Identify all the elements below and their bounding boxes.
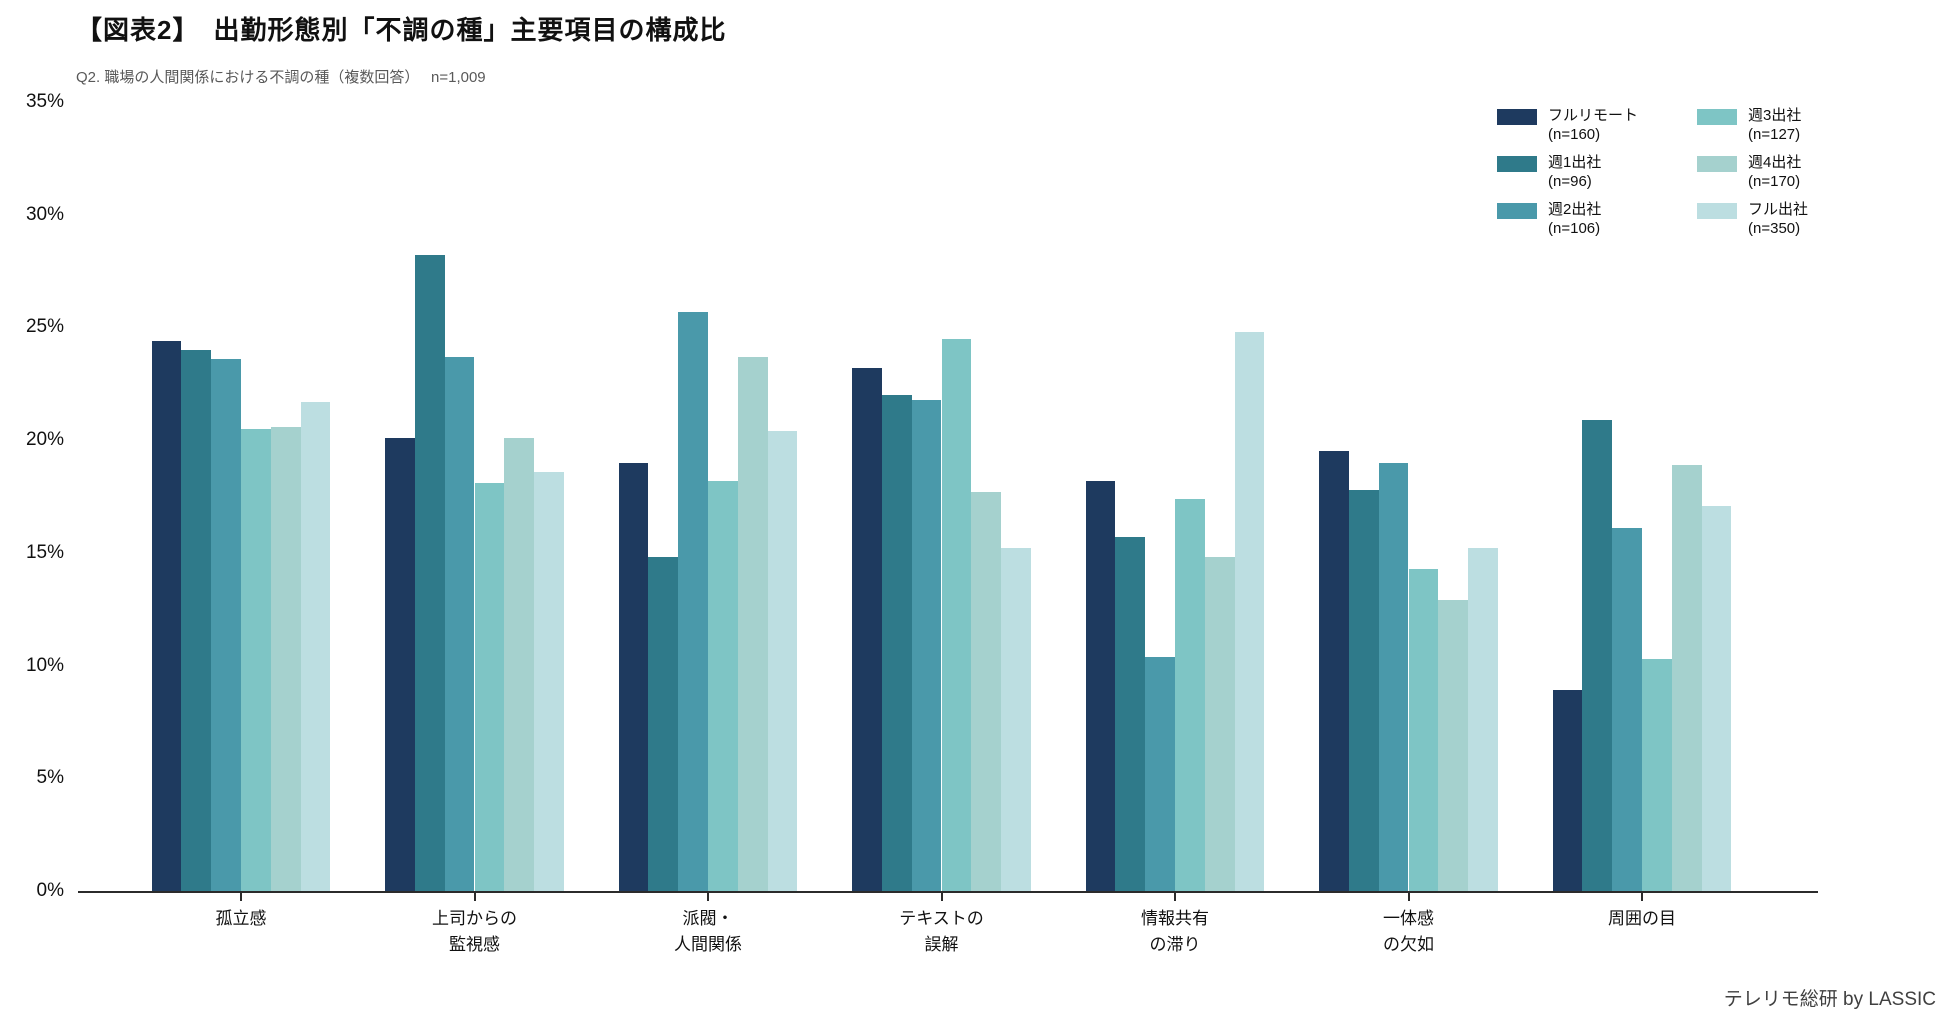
- bar-週3出社-情報共有の滞り: [1175, 498, 1205, 891]
- legend-swatch: [1497, 203, 1537, 219]
- x-axis-tick: [940, 893, 943, 901]
- legend-label: 週4出社 (n=170): [1748, 154, 1802, 190]
- bar-週4出社-周囲の目: [1671, 464, 1702, 891]
- legend-entry-週3出社: 週3出社 (n=127): [1697, 106, 1897, 144]
- x-axis-tick: [1407, 893, 1410, 901]
- legend-entry-週2出社: 週2出社 (n=106): [1497, 200, 1697, 238]
- bar-フル出社-情報共有の滞り: [1234, 331, 1265, 891]
- y-tick-label: 20%: [25, 429, 64, 451]
- bar-週2出社-一体感の欠如: [1378, 462, 1409, 891]
- bar-週1出社-テキストの誤解: [881, 395, 912, 891]
- legend-swatch: [1497, 109, 1537, 125]
- legend-label: フルリモート (n=160): [1548, 107, 1639, 143]
- bar-フルリモート-孤立感: [151, 340, 182, 891]
- bar-週2出社-上司からの監視感: [444, 356, 475, 891]
- y-tick-label: 35%: [25, 91, 64, 112]
- bar-週4出社-孤立感: [270, 426, 301, 891]
- legend-label: 週3出社 (n=127): [1748, 107, 1802, 143]
- bar-週4出社-上司からの監視感: [504, 437, 535, 891]
- bar-フル出社-上司からの監視感: [534, 471, 564, 891]
- x-axis-tick: [1174, 893, 1176, 901]
- bar-週2出社-周囲の目: [1612, 528, 1642, 891]
- bar-週3出社-孤立感: [241, 428, 271, 891]
- bar-週1出社-孤立感: [181, 349, 212, 891]
- bar-週1出社-一体感の欠如: [1348, 489, 1379, 891]
- x-axis-line: [78, 891, 1818, 893]
- x-axis-tick: [1641, 893, 1643, 901]
- bar-週1出社-上司からの監視感: [414, 255, 445, 891]
- legend-entry-フル出社: フル出社 (n=350): [1697, 200, 1897, 238]
- x-category-label: テキストの 誤解: [899, 909, 984, 954]
- bar-週2出社-テキストの誤解: [911, 399, 942, 891]
- bar-フルリモート-派閥・人間関係: [618, 462, 649, 891]
- legend-entry-フルリモート: フルリモート (n=160): [1497, 106, 1697, 144]
- y-tick-label: 10%: [25, 654, 64, 676]
- legend-entry-週4出社: 週4出社 (n=170): [1697, 153, 1897, 191]
- bar-フル出社-一体感の欠如: [1468, 548, 1498, 891]
- bar-週3出社-テキストの誤解: [941, 338, 972, 891]
- bar-週4出社-テキストの誤解: [971, 491, 1002, 891]
- bar-フルリモート-情報共有の滞り: [1085, 480, 1116, 891]
- bar-フルリモート-周囲の目: [1552, 690, 1583, 891]
- bar-週2出社-派閥・人間関係: [678, 311, 708, 891]
- x-category-label: 上司からの 監視感: [432, 909, 517, 954]
- legend-swatch: [1697, 109, 1737, 125]
- bar-フル出社-テキストの誤解: [1001, 548, 1031, 891]
- x-axis-tick: [473, 893, 476, 901]
- y-tick-label: 30%: [25, 203, 64, 225]
- legend-swatch: [1697, 156, 1737, 172]
- bar-週2出社-情報共有の滞り: [1145, 656, 1175, 891]
- x-category-label: 派閥・ 人間関係: [674, 909, 742, 954]
- bar-週4出社-情報共有の滞り: [1204, 557, 1235, 891]
- bar-週4出社-一体感の欠如: [1438, 600, 1469, 891]
- bar-週2出社-孤立感: [211, 358, 241, 891]
- x-category-label: 孤立感: [215, 909, 267, 928]
- legend-label: フル出社 (n=350): [1748, 201, 1809, 237]
- legend-entry-週1出社: 週1出社 (n=96): [1497, 153, 1697, 191]
- bar-フルリモート-テキストの誤解: [852, 368, 882, 891]
- bar-週3出社-一体感の欠如: [1408, 568, 1439, 891]
- bar-フルリモート-一体感の欠如: [1319, 451, 1349, 891]
- x-axis-tick: [240, 893, 242, 901]
- x-category-label: 周囲の目: [1608, 909, 1676, 928]
- bar-フル出社-周囲の目: [1701, 505, 1732, 891]
- x-axis-tick: [707, 893, 709, 901]
- bar-週1出社-周囲の目: [1582, 419, 1613, 891]
- bar-フル出社-派閥・人間関係: [767, 431, 798, 891]
- y-tick-label: 5%: [36, 767, 64, 789]
- bar-週1出社-派閥・人間関係: [648, 557, 679, 891]
- bar-週1出社-情報共有の滞り: [1115, 537, 1146, 891]
- legend: フルリモート (n=160) 週1出社 (n=96) 週2出社 (n=106) 週3出社 (n…: [1497, 106, 1897, 238]
- bar-週3出社-周囲の目: [1642, 658, 1672, 891]
- legend-label: 週2出社 (n=106): [1548, 201, 1602, 237]
- y-tick-label: 25%: [25, 316, 64, 338]
- bar-フル出社-孤立感: [300, 401, 331, 891]
- bar-フルリモート-上司からの監視感: [385, 437, 415, 891]
- chart-title: 【図表2】 出勤形態別「不調の種」主要項目の構成比: [76, 15, 727, 45]
- x-category-label: 情報共有 の滞り: [1141, 909, 1209, 954]
- bar-週3出社-上司からの監視感: [474, 482, 505, 891]
- legend-label: 週1出社 (n=96): [1548, 154, 1602, 190]
- credit-text: テレリモ総研 by LASSIC: [1723, 989, 1936, 1010]
- chart-subtitle: Q2. 職場の人間関係における不調の種（複数回答） n=1,009: [76, 69, 486, 86]
- bar-週4出社-派閥・人間関係: [737, 356, 768, 891]
- x-category-label: 一体感 の欠如: [1383, 909, 1434, 954]
- bar-週3出社-派閥・人間関係: [708, 480, 738, 891]
- y-tick-label: 15%: [25, 541, 64, 563]
- y-tick-label: 0%: [36, 880, 64, 901]
- legend-swatch: [1497, 156, 1537, 172]
- legend-swatch: [1697, 203, 1737, 219]
